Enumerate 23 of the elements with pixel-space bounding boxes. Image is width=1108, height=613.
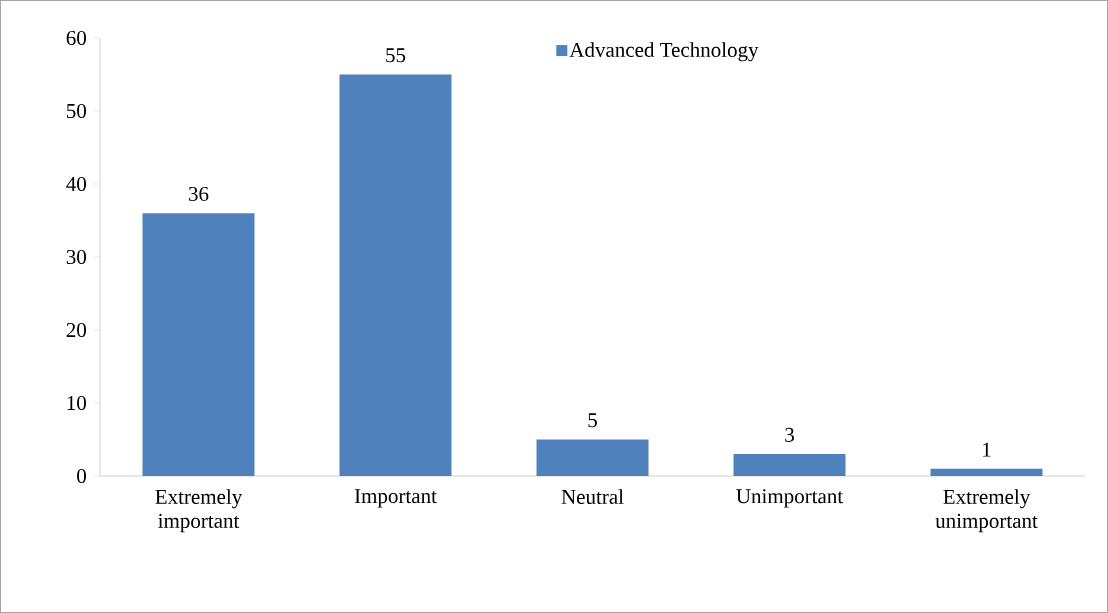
y-tick-label: 40 bbox=[66, 176, 87, 192]
y-tick-label: 20 bbox=[66, 322, 87, 338]
data-label: 1 bbox=[983, 442, 991, 457]
x-tick-label: Neutral bbox=[561, 489, 624, 504]
bar bbox=[339, 74, 452, 476]
y-tick-label: 0 bbox=[77, 468, 87, 484]
y-tick-label: 60 bbox=[66, 30, 87, 46]
x-tick-label: Important bbox=[354, 489, 437, 508]
x-tick-label: Extremely unimportant bbox=[935, 489, 1038, 533]
x-tick-label: Unimportant bbox=[736, 489, 844, 508]
y-tick-label: 10 bbox=[67, 395, 87, 411]
y-tick-label: 50 bbox=[67, 103, 87, 119]
bar bbox=[930, 468, 1043, 476]
data-label: 55 bbox=[386, 48, 406, 63]
bar bbox=[733, 454, 846, 476]
data-label: 36 bbox=[189, 186, 209, 201]
data-label: 5 bbox=[588, 413, 597, 428]
data-label: 3 bbox=[785, 427, 794, 442]
bar bbox=[536, 439, 649, 476]
bar bbox=[142, 213, 255, 476]
y-tick-label: 30 bbox=[66, 249, 87, 265]
legend-label: Advanced Technology bbox=[569, 42, 759, 62]
x-tick-label: Extremely important bbox=[155, 489, 243, 533]
